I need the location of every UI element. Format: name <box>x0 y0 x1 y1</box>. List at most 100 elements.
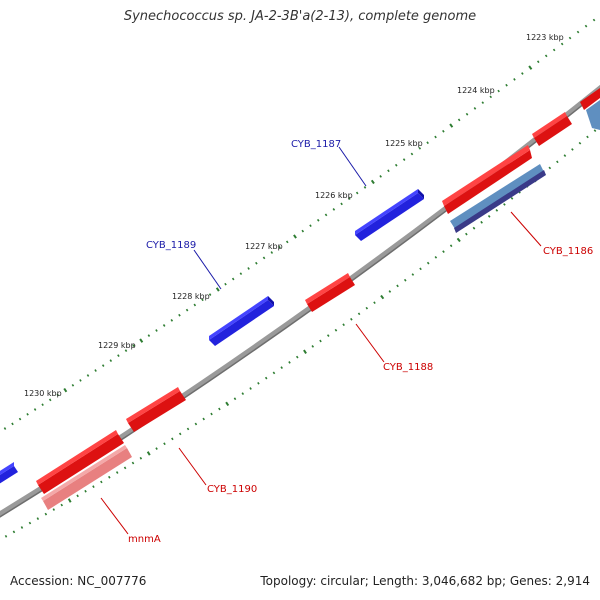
tick-mark <box>394 163 398 167</box>
tick-mark <box>342 323 345 327</box>
tick-mark <box>426 261 430 265</box>
tick-mark <box>442 129 445 133</box>
tick-mark <box>170 318 174 322</box>
tick-mark <box>303 349 307 354</box>
tick-mark <box>536 60 540 64</box>
tick-mark <box>472 226 476 230</box>
tick-mark <box>552 48 556 52</box>
tick-mark <box>44 512 48 516</box>
kbp-label-group: 1223 kbp 1224 kbp 1225 kbp 1226 kbp 1227… <box>24 33 564 398</box>
gene-label-mnma[interactable]: mnmA <box>128 534 161 545</box>
gene-label-cyb-1187[interactable]: CYB_1187 <box>291 139 341 150</box>
gene-cyb-1189[interactable] <box>209 296 274 346</box>
tick-mark <box>36 517 40 520</box>
tick-mark <box>249 387 252 390</box>
tick-mark <box>434 256 438 259</box>
tick-mark <box>79 379 82 382</box>
gene-reverse-top-right-a[interactable] <box>532 112 572 146</box>
tick-mark <box>340 202 343 206</box>
tick-mark <box>332 208 336 211</box>
tick-mark <box>178 432 182 436</box>
kbp-label: 1226 kbp <box>315 191 353 200</box>
tick-mark <box>67 498 72 503</box>
tick-mark <box>233 397 237 401</box>
tick-mark <box>139 456 143 460</box>
tick-mark <box>185 308 189 312</box>
tick-mark <box>193 303 197 307</box>
tick-mark <box>442 250 445 253</box>
tick-mark <box>255 261 258 265</box>
tick-mark <box>293 234 297 239</box>
tick-mark <box>560 42 564 46</box>
tick-mark <box>418 146 422 150</box>
tick-mark <box>568 36 572 40</box>
map-title: Synechococcus sp. JA-2-3B'a(2-13), compl… <box>123 9 477 24</box>
tick-mark <box>28 521 32 525</box>
tick-mark <box>262 256 266 260</box>
tick-mark <box>357 312 361 316</box>
kbp-label: 1225 kbp <box>385 139 423 148</box>
tick-mark <box>285 240 289 244</box>
tick-mark <box>63 387 68 393</box>
tick-mark <box>309 224 312 228</box>
tick-mark <box>139 338 144 343</box>
tick-mark <box>355 191 359 195</box>
gene-forward-left[interactable] <box>0 462 18 484</box>
tick-mark <box>208 293 212 296</box>
gene-reverse-top-right-b[interactable] <box>580 88 600 130</box>
tick-mark <box>571 148 574 151</box>
tick-mark <box>171 437 174 441</box>
gene-cyb-1188[interactable] <box>305 273 355 312</box>
tick-mark <box>426 141 429 145</box>
tick-mark <box>20 526 24 529</box>
tick-mark <box>101 364 105 367</box>
tick-mark <box>324 213 328 217</box>
tick-mark <box>489 95 493 99</box>
tick-mark <box>449 123 454 128</box>
kbp-label: 1224 kbp <box>457 86 495 95</box>
tick-mark <box>4 534 8 538</box>
tick-mark <box>194 422 198 426</box>
tick-mark <box>76 494 79 498</box>
tick-mark <box>387 169 390 173</box>
tick-mark <box>18 417 22 421</box>
gene-label-cyb-1189[interactable]: CYB_1189 <box>146 240 196 251</box>
gene-cyb-1190[interactable] <box>126 387 186 432</box>
tick-mark <box>108 475 111 479</box>
tick-mark <box>225 401 230 407</box>
tick-mark <box>373 301 376 305</box>
gene-cyb-1186[interactable] <box>442 145 546 233</box>
tick-mark <box>548 166 552 170</box>
tick-mark <box>33 408 37 411</box>
tick-mark <box>288 361 291 364</box>
tick-mark <box>71 383 75 387</box>
tick-mark <box>481 101 485 104</box>
gene-red-left-large[interactable] <box>36 430 124 494</box>
kbp-label: 1229 kbp <box>98 341 136 350</box>
gene-label-cyb-1188[interactable]: CYB_1188 <box>383 362 433 373</box>
tick-mark <box>301 229 305 233</box>
tick-mark <box>473 107 477 110</box>
tick-mark <box>123 466 127 470</box>
tick-mark <box>434 135 437 139</box>
inner-tick-track <box>4 129 597 538</box>
gene-label-cyb-1186[interactable]: CYB_1186 <box>543 246 593 257</box>
tick-mark <box>465 232 468 236</box>
tick-mark <box>396 284 399 288</box>
tick-mark <box>202 417 205 421</box>
tick-mark <box>556 160 559 164</box>
tick-mark <box>510 197 514 200</box>
gene-mnma[interactable] <box>41 445 132 510</box>
gene-label-cyb-1190[interactable]: CYB_1190 <box>207 484 257 495</box>
tick-mark <box>124 349 128 353</box>
tick-mark <box>487 214 491 218</box>
tick-mark <box>380 294 385 300</box>
tick-mark <box>411 273 415 276</box>
gene-cyb-1187[interactable] <box>355 189 424 241</box>
tick-mark <box>247 267 250 270</box>
tick-mark <box>593 129 597 133</box>
tick-mark <box>348 197 351 200</box>
tick-mark <box>210 412 213 416</box>
tick-mark <box>295 355 299 359</box>
